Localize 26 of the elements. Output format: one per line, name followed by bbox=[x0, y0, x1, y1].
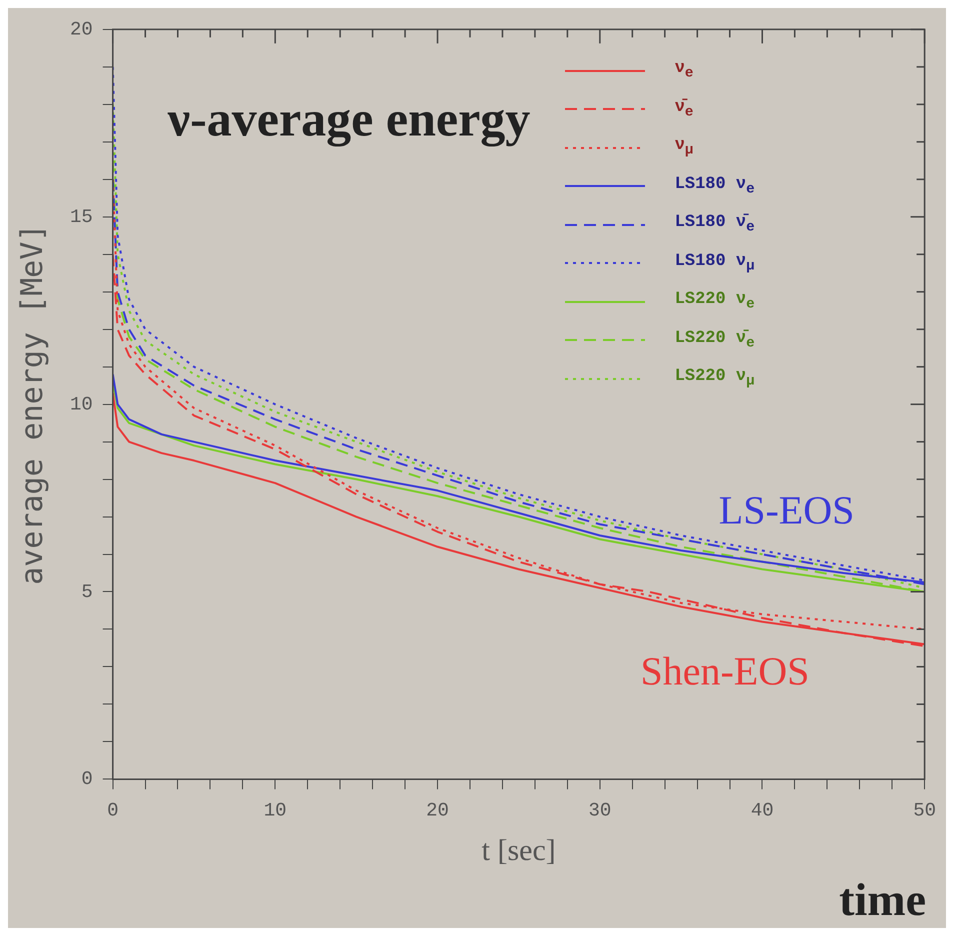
x-axis-title: t [sec] bbox=[482, 834, 556, 867]
x-tick-label: 40 bbox=[750, 800, 774, 822]
y-tick-label: 5 bbox=[81, 580, 93, 603]
x-tick-label: 30 bbox=[588, 800, 612, 822]
x-tick-label: 10 bbox=[264, 800, 287, 822]
y-tick-label: 20 bbox=[70, 18, 93, 40]
annotation: LS-EOS bbox=[718, 488, 854, 533]
legend-label: LS180 ν$_{μ}$ bbox=[674, 252, 755, 274]
y-tick-label: 15 bbox=[70, 206, 93, 228]
x-tick-label: 0 bbox=[107, 800, 119, 822]
legend-label: ν$_{e}$ bbox=[674, 59, 694, 82]
legend-label: LS220 ν$_{μ}$ bbox=[674, 367, 755, 390]
legend-label: ν$_{μ}$ bbox=[674, 136, 694, 159]
x-tick-label: 20 bbox=[426, 800, 449, 822]
legend-label: LS180 ν$_{e}$ bbox=[674, 174, 755, 198]
x-tick-label: 50 bbox=[913, 800, 936, 822]
text: time bbox=[839, 873, 926, 926]
legend-label: LS180 ν̄$_{e}$ bbox=[674, 213, 755, 236]
annotation: Shen-EOS bbox=[640, 648, 810, 694]
legend-label: LS220 ν̄$_{e}$ bbox=[674, 328, 755, 352]
legend-label: ν̄$_{e}$ bbox=[674, 98, 694, 120]
text: ν-average energy bbox=[166, 90, 530, 148]
y-tick-label: 10 bbox=[70, 393, 93, 416]
legend-label: LS220 ν$_{e}$ bbox=[674, 290, 755, 313]
y-axis-title: average energy [MeV] bbox=[14, 224, 50, 585]
y-tick-label: 0 bbox=[81, 768, 93, 790]
